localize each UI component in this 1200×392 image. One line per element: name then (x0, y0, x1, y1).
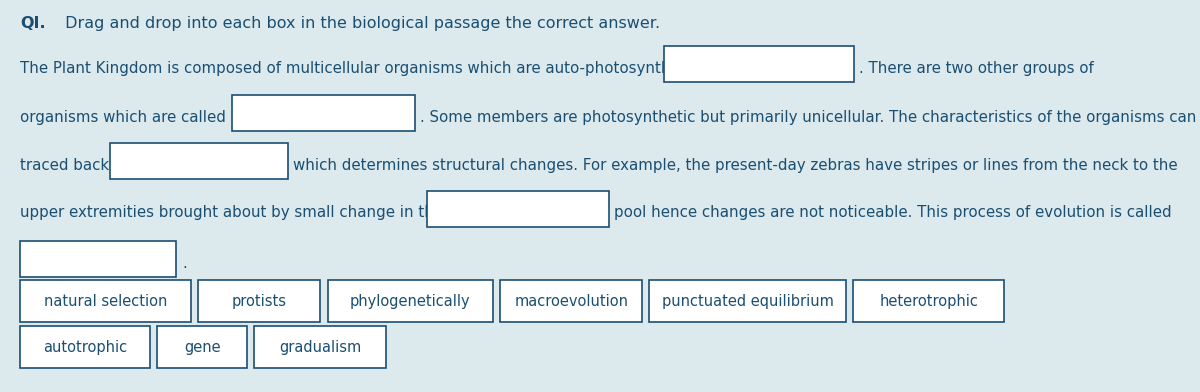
FancyBboxPatch shape (853, 280, 1004, 322)
Text: .: . (182, 256, 187, 270)
Text: organisms which are called: organisms which are called (20, 110, 227, 125)
Text: upper extremities brought about by small change in the: upper extremities brought about by small… (20, 205, 444, 220)
FancyBboxPatch shape (427, 191, 608, 227)
Text: . There are two other groups of: . There are two other groups of (859, 61, 1093, 76)
Text: Drag and drop into each box in the biological passage the correct answer.: Drag and drop into each box in the biolo… (60, 16, 660, 31)
Text: QI.: QI. (20, 16, 46, 31)
FancyBboxPatch shape (20, 326, 150, 368)
FancyBboxPatch shape (110, 143, 288, 179)
FancyBboxPatch shape (665, 46, 854, 82)
Text: The Plant Kingdom is composed of multicellular organisms which are auto-photosyn: The Plant Kingdom is composed of multice… (20, 61, 732, 76)
Text: macroevolution: macroevolution (514, 294, 629, 309)
Text: phylogenetically: phylogenetically (350, 294, 470, 309)
FancyBboxPatch shape (157, 326, 247, 368)
Text: autotrophic: autotrophic (43, 340, 127, 355)
FancyBboxPatch shape (198, 280, 320, 322)
Text: . Some members are photosynthetic but primarily unicellular. The characteristics: . Some members are photosynthetic but pr… (420, 110, 1200, 125)
Text: gradualism: gradualism (280, 340, 361, 355)
FancyBboxPatch shape (232, 95, 415, 131)
FancyBboxPatch shape (500, 280, 642, 322)
Text: traced back: traced back (20, 158, 109, 172)
Text: natural selection: natural selection (44, 294, 167, 309)
Text: heterotrophic: heterotrophic (880, 294, 978, 309)
FancyBboxPatch shape (20, 280, 191, 322)
FancyBboxPatch shape (328, 280, 493, 322)
Text: protists: protists (232, 294, 287, 309)
FancyBboxPatch shape (649, 280, 846, 322)
Text: gene: gene (184, 340, 221, 355)
FancyBboxPatch shape (20, 241, 176, 277)
Text: punctuated equilibrium: punctuated equilibrium (661, 294, 834, 309)
Text: which determines structural changes. For example, the present-day zebras have st: which determines structural changes. For… (293, 158, 1177, 172)
Text: pool hence changes are not noticeable. This process of evolution is called: pool hence changes are not noticeable. T… (613, 205, 1171, 220)
FancyBboxPatch shape (254, 326, 386, 368)
